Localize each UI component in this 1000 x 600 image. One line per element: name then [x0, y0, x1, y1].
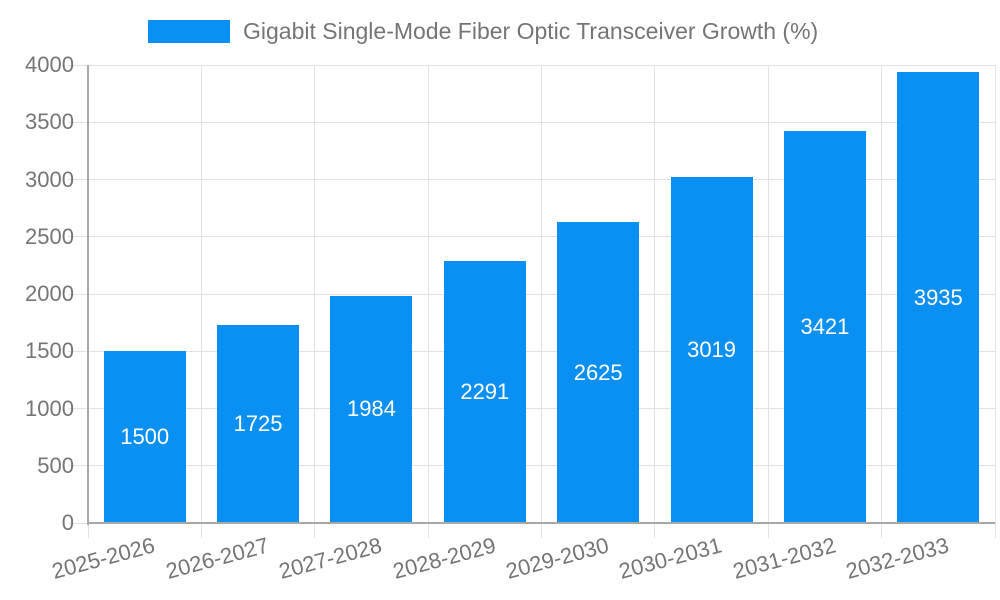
legend-color-swatch	[148, 19, 230, 43]
gridline-vertical	[767, 65, 769, 538]
gridline-horizontal	[68, 64, 995, 66]
gridline-vertical	[881, 65, 883, 538]
bar-value-label: 2291	[460, 378, 510, 404]
bar[interactable]: 3019	[670, 177, 753, 523]
x-axis-tick-label: 2025-2026	[49, 532, 158, 584]
y-axis-tick-label: 0	[61, 510, 74, 535]
gridline-horizontal	[68, 179, 995, 180]
x-axis-tick-label: 2027-2028	[276, 532, 385, 584]
gridline-horizontal	[68, 293, 995, 295]
legend: Gigabit Single-Mode Fiber Optic Transcei…	[148, 17, 818, 45]
bar-value-label: 1984	[346, 396, 396, 422]
y-axis-tick-label: 1000	[25, 395, 74, 421]
y-axis-tick-label: 3000	[25, 166, 74, 192]
plot-area: 0 500 1000 1500 2000 2500 3000 3500 4000 1500 2025…	[25, 52, 996, 584]
x-axis-tick-label: 2030-2031	[616, 532, 725, 584]
gridline-vertical	[200, 65, 202, 538]
x-axis-tick-label: 2029-2030	[503, 532, 612, 584]
y-axis-tick-label: 4000	[25, 52, 74, 77]
y-axis-tick-label: 500	[37, 452, 74, 478]
bar-value-label: 1500	[120, 424, 170, 450]
x-axis-tick-label: 2026-2027	[163, 532, 272, 584]
y-axis-tick-label: 1500	[25, 338, 74, 364]
gridline-vertical	[994, 65, 996, 538]
gridline-horizontal	[68, 465, 995, 467]
legend-item[interactable]: Gigabit Single-Mode Fiber Optic Transcei…	[148, 17, 818, 45]
bar-value-label: 3935	[913, 284, 963, 310]
bar[interactable]: 2625	[557, 222, 640, 523]
gridline-vertical	[654, 65, 656, 538]
y-axis-tick-label: 3500	[25, 109, 74, 135]
x-axis-tick-label: 2028-2029	[389, 532, 498, 584]
gridline-horizontal	[68, 408, 995, 409]
legend-label: Gigabit Single-Mode Fiber Optic Transcei…	[243, 18, 819, 44]
x-axis-line	[88, 522, 995, 524]
gridline-horizontal	[68, 121, 995, 123]
y-axis-tick-label: 2500	[25, 223, 74, 249]
x-axis-tick-label: 2031-2032	[729, 532, 839, 584]
bar[interactable]: 1984	[330, 295, 413, 523]
bar-value-label: 1725	[233, 411, 283, 437]
bar-value-label: 2625	[573, 359, 623, 385]
bar[interactable]: 3935	[897, 72, 980, 523]
gridline-horizontal	[68, 236, 995, 238]
gridline-horizontal	[68, 350, 995, 352]
bar[interactable]: 2291	[443, 260, 526, 523]
x-axis-tick-label: 2032-2033	[843, 532, 952, 584]
bar-value-label: 3019	[687, 337, 737, 363]
bar[interactable]: 3421	[783, 131, 866, 523]
y-axis-tick-label: 2000	[25, 281, 74, 306]
gridline-vertical	[541, 65, 542, 538]
gridline-vertical	[314, 65, 316, 538]
y-axis-line	[87, 65, 89, 525]
gridline-vertical	[427, 65, 429, 538]
bar[interactable]: 1500	[103, 351, 186, 523]
bar[interactable]: 1725	[217, 325, 300, 523]
bar-value-label: 3421	[800, 314, 850, 340]
